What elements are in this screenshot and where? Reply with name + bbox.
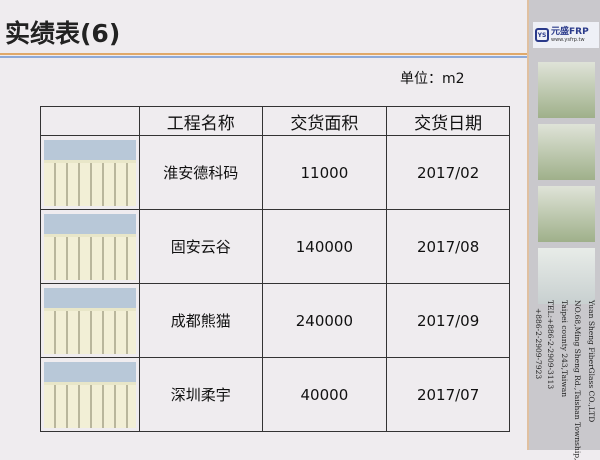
logo-url: www.ysfrp.tw xyxy=(551,36,585,43)
side-photo xyxy=(538,124,595,180)
project-table: 工程名称 交货面积 交货日期 淮安德科码 11000 2017/02 固安云谷 … xyxy=(40,106,510,432)
page-title: 实绩表(6) xyxy=(5,19,121,48)
project-area: 11000 xyxy=(261,135,388,210)
project-photo xyxy=(44,213,136,280)
project-photo xyxy=(44,139,136,206)
project-date: 2017/07 xyxy=(386,357,510,432)
divider xyxy=(0,53,527,55)
address-line: Taipei county 243,Taiwan xyxy=(560,300,569,398)
table-row: 淮安德科码 11000 2017/02 xyxy=(40,135,510,210)
side-photo xyxy=(538,186,595,242)
table-row: 成都熊猫 240000 2017/09 xyxy=(40,283,510,358)
side-panel: YS 元盛FRP www.ysfrp.tw Yuan Sheng FiberGl… xyxy=(527,0,600,460)
project-name: 淮安德科码 xyxy=(139,135,263,210)
address-line: Yuan Sheng FiberGlass CO.,LTD xyxy=(587,300,596,423)
header-photo xyxy=(40,106,140,136)
unit-label: 单位：m2 xyxy=(400,71,465,87)
project-name: 固安云谷 xyxy=(139,209,263,284)
company-logo: YS 元盛FRP www.ysfrp.tw xyxy=(533,22,599,48)
side-photo xyxy=(538,62,595,118)
project-name: 成都熊猫 xyxy=(139,283,263,358)
project-date: 2017/08 xyxy=(386,209,510,284)
address-line: TEL:+886-2-2909-3113 xyxy=(546,300,555,390)
company-address: Yuan Sheng FiberGlass CO.,LTD NO.68,Ming… xyxy=(531,300,600,460)
project-photo xyxy=(44,361,136,428)
address-line: NO.68,Ming Sheng Rd.,Taishan Township, xyxy=(573,300,582,460)
header-date: 交货日期 xyxy=(386,106,510,136)
divider xyxy=(0,56,527,58)
project-area: 40000 xyxy=(261,357,388,432)
address-line: +886-2-2909-7923 xyxy=(534,308,543,380)
table-row: 固安云谷 140000 2017/08 xyxy=(40,209,510,284)
project-photo xyxy=(44,287,136,354)
project-name: 深圳柔宇 xyxy=(139,357,263,432)
project-date: 2017/09 xyxy=(386,283,510,358)
project-date: 2017/02 xyxy=(386,135,510,210)
ys-logo-icon: YS xyxy=(535,28,549,42)
project-area: 140000 xyxy=(261,209,388,284)
header-area: 交货面积 xyxy=(261,106,388,136)
logo-brand: 元盛FRP xyxy=(551,26,589,37)
side-photo xyxy=(538,248,595,304)
table-header: 工程名称 交货面积 交货日期 xyxy=(40,106,510,136)
table-row: 深圳柔宇 40000 2017/07 xyxy=(40,357,510,432)
header-name: 工程名称 xyxy=(139,106,263,136)
project-area: 240000 xyxy=(261,283,388,358)
